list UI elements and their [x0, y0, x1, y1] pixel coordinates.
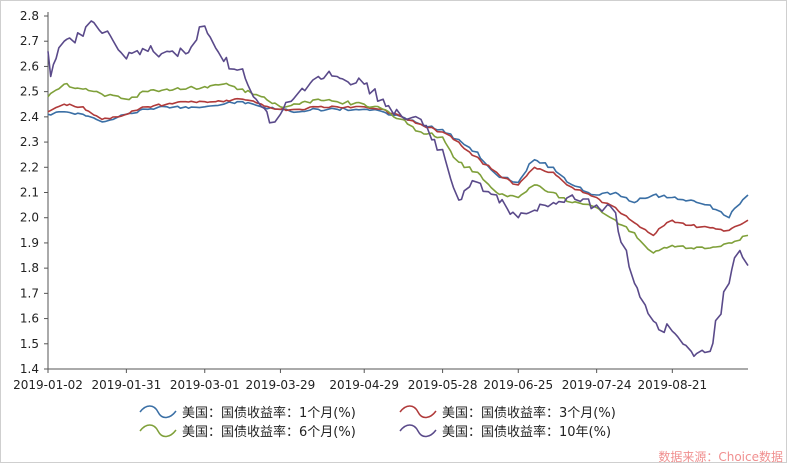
y-tick-label: 2.8: [20, 9, 39, 23]
series-line: [47, 97, 749, 237]
legend-swatch: [399, 405, 437, 419]
plot-area: 1.4 1.5 1.6 1.7 1.8 1.9 2.0 2.1 2.2 2.3 2.4 2.5 2.6 2…: [13, 9, 749, 392]
y-tick-label: 2.5: [20, 85, 39, 99]
x-axis-ticks: 2019-01-02 2019-01-31 2019-03-01 2019-03-29…: [13, 369, 707, 392]
x-tick-label: 2019-03-01: [170, 378, 240, 392]
x-tick-label: 2019-01-31: [92, 378, 162, 392]
x-tick-label: 2019-05-28: [408, 378, 478, 392]
y-tick-label: 1.8: [20, 261, 39, 275]
y-tick-label: 1.7: [20, 286, 39, 300]
x-tick-label: 2019-08-21: [637, 378, 707, 392]
y-tick-label: 1.4: [20, 362, 39, 376]
legend-label: 美国：国债收益率：6个月(%): [182, 424, 356, 440]
legend-swatch: [139, 424, 177, 438]
series-line: [47, 82, 749, 254]
legend-label: 美国：国债收益率：10年(%): [442, 424, 611, 440]
legend-label: 美国：国债收益率：1个月(%): [182, 405, 356, 421]
x-tick-label: 2019-06-25: [483, 378, 553, 392]
legend-swatch: [139, 405, 177, 419]
y-tick-label: 2.2: [20, 160, 39, 174]
y-axis-ticks: 1.4 1.5 1.6 1.7 1.8 1.9 2.0 2.1 2.2 2.3 2.4 2.5 2.6 2…: [20, 9, 48, 376]
series-line: [47, 20, 749, 358]
legend-swatch: [399, 424, 437, 438]
legend: 美国：国债收益率：1个月(%) 美国：国债收益率：3个月(%) 美国：国债收益率：6…: [139, 405, 616, 440]
x-tick-label: 2019-03-29: [246, 378, 316, 392]
legend-label: 美国：国债收益率：3个月(%): [442, 405, 616, 421]
y-tick-label: 2.4: [20, 110, 39, 124]
x-tick-label: 2019-01-02: [13, 378, 83, 392]
y-tick-label: 1.9: [20, 236, 39, 250]
y-tick-label: 2.7: [20, 34, 39, 48]
y-tick-label: 1.6: [20, 312, 39, 326]
data-source-label: 数据来源：Choice数据: [658, 449, 783, 464]
y-tick-label: 2.0: [20, 211, 39, 225]
x-tick-label: 2019-04-29: [329, 378, 399, 392]
series-lines: [47, 20, 749, 358]
y-tick-label: 2.3: [20, 135, 39, 149]
series-line: [47, 100, 749, 219]
y-tick-label: 2.6: [20, 59, 39, 73]
x-tick-label: 2019-07-24: [562, 378, 632, 392]
y-tick-label: 1.5: [20, 337, 39, 351]
y-tick-label: 2.1: [20, 186, 39, 200]
